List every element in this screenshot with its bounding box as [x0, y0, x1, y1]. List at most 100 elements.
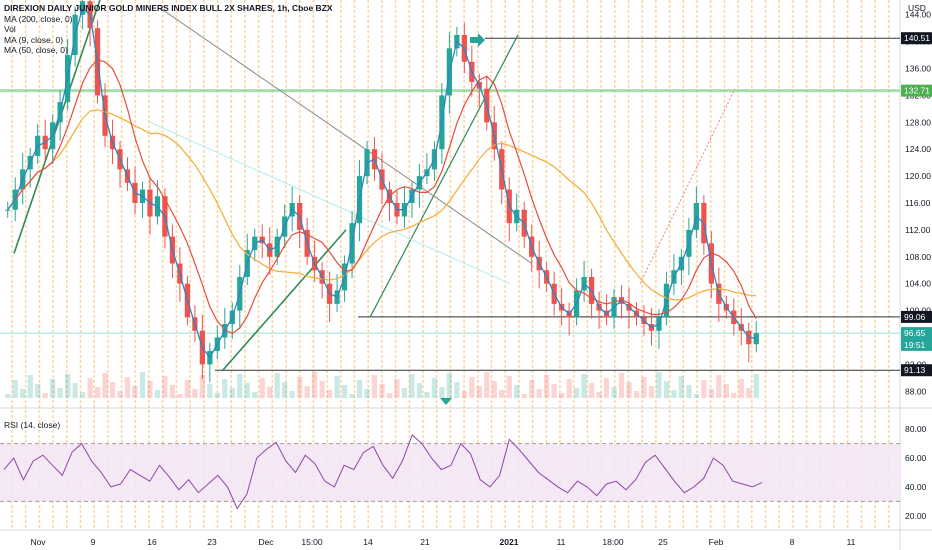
volume-bar — [708, 389, 714, 398]
volume-bar — [686, 385, 692, 398]
volume-bar — [154, 390, 161, 398]
rsi-tick-label: 20.00 — [905, 511, 927, 521]
volume-bar — [65, 374, 71, 398]
trendline-dotted — [639, 88, 736, 284]
price-tag-label: 99.06 — [904, 312, 926, 322]
rsi-tick-label: 40.00 — [905, 482, 927, 492]
legend-vol[interactable]: Vol — [4, 24, 16, 35]
volume-bar — [409, 374, 415, 398]
arrow-marker — [470, 33, 485, 47]
candle-body — [5, 209, 11, 211]
rsi-band — [0, 443, 900, 502]
trendline-grey — [159, 7, 533, 264]
volume-bar — [693, 394, 699, 398]
ma200-line — [7, 109, 757, 301]
volume-bar — [431, 378, 438, 398]
volume-bar — [27, 375, 33, 398]
volume-bar — [663, 381, 670, 398]
legend-ma50[interactable]: MA (50, close, 0) — [4, 45, 68, 56]
volume-bar — [214, 393, 220, 398]
price-tag — [901, 338, 932, 351]
currency-label: USD — [908, 3, 926, 13]
price-tick-label: 116.00 — [905, 198, 931, 208]
volume-bar — [50, 379, 56, 398]
price-tick-label: 120.00 — [905, 171, 931, 181]
price-tag — [901, 327, 932, 340]
volume-bar — [282, 382, 288, 398]
volume-bar — [147, 381, 153, 398]
volume-bar — [446, 373, 452, 398]
volume-bar — [559, 393, 565, 398]
volume-bar — [199, 375, 205, 398]
volume-bar — [169, 385, 176, 398]
volume-bar — [626, 382, 632, 398]
volume-bar — [738, 379, 744, 398]
price-tick-label: 128.00 — [905, 117, 931, 127]
volume-bar — [529, 380, 535, 398]
time-tick-label: 11 — [847, 537, 856, 547]
volume-bar — [454, 382, 460, 398]
rsi-legend[interactable]: RSI (14, close) — [4, 420, 61, 430]
volume-bar — [72, 383, 78, 398]
volume-bar — [297, 377, 303, 398]
price-tag-label: 91.13 — [904, 365, 926, 375]
legend-ma9[interactable]: MA (9, close, 0) — [4, 34, 64, 45]
time-tick-label: 16 — [147, 537, 157, 547]
volume-bar — [401, 388, 408, 398]
price-tag — [901, 84, 932, 97]
volume-bar — [506, 376, 512, 398]
volume-bar — [244, 383, 250, 398]
volume-bar — [349, 394, 355, 398]
price-tag-label: 132.71 — [904, 86, 930, 96]
time-tick-label: 11 — [557, 537, 566, 547]
volume-bar — [701, 380, 707, 398]
time-tick-label: Nov — [30, 537, 46, 547]
volume-bar — [341, 385, 348, 398]
trendline-green-2 — [221, 229, 347, 372]
time-tick-label: 23 — [207, 537, 217, 547]
volume-bar — [57, 388, 63, 398]
volume-bar — [723, 384, 729, 398]
price-tick-label: 88.00 — [905, 386, 927, 396]
volume-bar — [551, 384, 557, 398]
volume-bar — [184, 380, 191, 398]
rsi-tick-label: 80.00 — [905, 424, 927, 434]
volume-bar — [731, 393, 737, 398]
volume-bar — [536, 389, 542, 398]
volume-bar — [371, 375, 378, 398]
volume-bar — [102, 373, 108, 398]
time-tick-label: 25 — [658, 537, 668, 547]
volume-bar — [304, 386, 310, 398]
volume-bar — [671, 390, 677, 398]
volume-bar — [424, 392, 430, 398]
legend-ma200[interactable]: MA (200, close, 0) — [4, 13, 73, 24]
volume-bar — [267, 387, 273, 398]
volume-bar — [716, 375, 722, 398]
volume-bar — [94, 387, 101, 398]
volume-bar — [588, 383, 595, 398]
volume-bar — [596, 392, 602, 398]
volume-bar — [484, 372, 490, 398]
volume-bar — [641, 377, 647, 398]
price-tag-label: 140.51 — [904, 33, 930, 43]
volume-bar — [5, 394, 11, 398]
price-tick-label: 112.00 — [905, 225, 931, 235]
price-tag-label: 19:51 — [904, 340, 926, 350]
volume-bar — [319, 381, 325, 398]
trendline-cyan — [149, 121, 511, 285]
volume-bar — [207, 384, 213, 398]
volume-bar — [312, 372, 318, 398]
volume-bar — [544, 375, 550, 398]
volume-bar — [87, 378, 93, 398]
time-tick-label: 8 — [790, 537, 795, 547]
volume-bar — [386, 393, 393, 398]
volume-bar — [124, 377, 131, 398]
volume-bar — [656, 372, 662, 398]
volume-bar — [229, 388, 235, 398]
time-tick-label: Feb — [709, 537, 724, 547]
volume-bar — [461, 391, 467, 398]
volume-bar — [117, 391, 123, 398]
volume-bar — [132, 386, 138, 398]
time-tick-label: Dec — [258, 537, 274, 547]
